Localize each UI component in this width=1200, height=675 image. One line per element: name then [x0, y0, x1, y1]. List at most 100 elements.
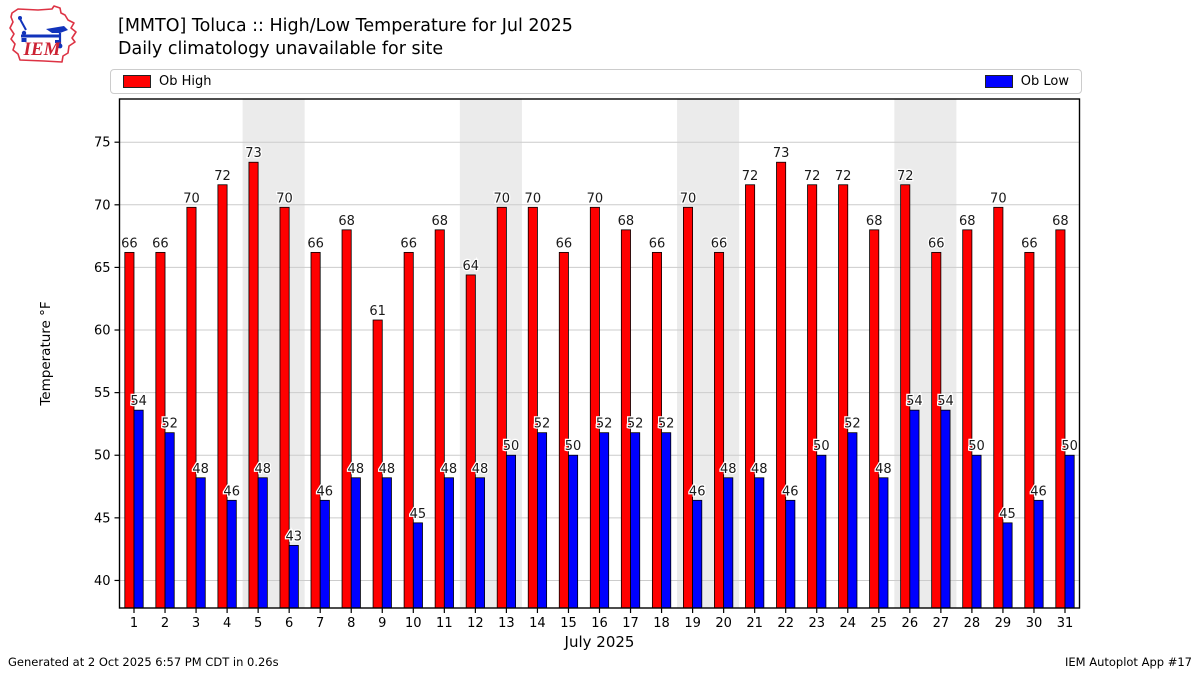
low-bar — [971, 454, 982, 609]
x-tick-label: 16 — [591, 616, 608, 631]
low-bar — [226, 499, 237, 609]
low-value-label: 48 — [348, 462, 365, 477]
high-bar — [403, 251, 414, 609]
x-tick-label: 12 — [467, 616, 484, 631]
low-bar — [1002, 522, 1013, 609]
low-bar — [133, 409, 144, 609]
low-bar — [847, 432, 858, 609]
high-value-label: 70 — [990, 191, 1007, 206]
x-tick-label: 14 — [529, 616, 546, 631]
low-value-label: 54 — [130, 394, 147, 409]
x-tick-label: 5 — [254, 616, 262, 631]
page-subtitle: Daily climatology unavailable for site — [118, 39, 444, 59]
low-value-label: 54 — [906, 394, 923, 409]
high-value-label: 66 — [1021, 236, 1038, 251]
high-bar — [1024, 251, 1035, 609]
high-value-label: 68 — [1052, 214, 1069, 229]
low-bar — [537, 432, 548, 609]
low-value-label: 43 — [285, 529, 302, 544]
high-value-label: 64 — [462, 259, 479, 274]
x-tick-label: 17 — [622, 616, 639, 631]
y-tick-label: 55 — [94, 386, 111, 401]
high-value-label: 72 — [835, 169, 852, 184]
low-value-label: 45 — [999, 507, 1016, 522]
low-bar — [319, 499, 330, 609]
low-value-label: 48 — [441, 462, 458, 477]
y-tick-label: 45 — [94, 511, 111, 526]
low-bar — [599, 432, 610, 609]
high-value-label: 66 — [711, 236, 728, 251]
low-value-label: 46 — [1030, 484, 1047, 499]
high-bar — [248, 161, 259, 609]
x-tick-label: 28 — [964, 616, 981, 631]
low-value-label: 48 — [192, 462, 209, 477]
iem-logo-text: IEM — [23, 39, 62, 60]
high-value-label: 66 — [556, 236, 573, 251]
x-tick-label: 18 — [653, 616, 670, 631]
high-bar — [993, 206, 1004, 609]
high-value-label: 72 — [897, 169, 914, 184]
x-tick-label: 30 — [1026, 616, 1043, 631]
y-tick-label: 65 — [94, 261, 111, 276]
high-bar — [186, 206, 197, 609]
high-value-label: 72 — [742, 169, 759, 184]
low-bar — [381, 477, 392, 609]
x-tick-label: 8 — [347, 616, 355, 631]
high-bar — [776, 161, 787, 609]
high-bar — [714, 251, 725, 609]
high-value-label: 68 — [618, 214, 635, 229]
page-title: [MMTO] Toluca :: High/Low Temperature fo… — [118, 16, 573, 36]
high-value-label: 73 — [245, 146, 262, 161]
low-bar — [754, 477, 765, 609]
x-tick-label: 31 — [1057, 616, 1074, 631]
x-tick-label: 1 — [130, 616, 138, 631]
low-value-label: 52 — [596, 417, 613, 432]
high-bar — [124, 251, 135, 609]
high-value-label: 66 — [649, 236, 666, 251]
x-tick-label: 3 — [192, 616, 200, 631]
high-bar — [527, 206, 538, 609]
high-bar — [341, 229, 352, 609]
high-bar — [465, 274, 476, 609]
low-bar — [443, 477, 454, 609]
low-value-label: 52 — [627, 417, 644, 432]
low-value-label: 50 — [968, 439, 985, 454]
high-value-label: 72 — [214, 169, 231, 184]
high-value-label: 68 — [338, 214, 355, 229]
low-bar — [940, 409, 951, 609]
legend: Ob High Ob Low — [110, 69, 1082, 94]
low-value-label: 54 — [937, 394, 954, 409]
low-value-label: 46 — [317, 484, 334, 499]
low-value-label: 48 — [379, 462, 396, 477]
x-tick-label: 25 — [871, 616, 888, 631]
low-bar — [630, 432, 641, 609]
high-value-label: 66 — [152, 236, 169, 251]
ob-high-label: Ob High — [159, 74, 212, 89]
y-tick-label: 60 — [94, 324, 111, 339]
high-value-label: 68 — [431, 214, 448, 229]
low-value-label: 50 — [1061, 439, 1078, 454]
high-value-label: 66 — [400, 236, 417, 251]
high-value-label: 72 — [804, 169, 821, 184]
high-value-label: 70 — [494, 191, 511, 206]
low-value-label: 52 — [161, 417, 178, 432]
low-value-label: 48 — [751, 462, 768, 477]
high-bar — [869, 229, 880, 609]
legend-item-ob-low: Ob Low — [984, 74, 1069, 89]
x-tick-label: 20 — [715, 616, 732, 631]
high-value-label: 70 — [276, 191, 293, 206]
x-tick-label: 23 — [808, 616, 825, 631]
low-bar — [785, 499, 796, 609]
low-value-label: 48 — [875, 462, 892, 477]
low-value-label: 48 — [254, 462, 271, 477]
high-bar — [931, 251, 942, 609]
high-bar — [683, 206, 694, 609]
low-value-label: 52 — [658, 417, 675, 432]
low-bar — [1064, 454, 1075, 609]
high-value-label: 70 — [525, 191, 542, 206]
low-value-label: 52 — [534, 417, 551, 432]
x-tick-label: 26 — [902, 616, 919, 631]
ob-low-label: Ob Low — [1020, 74, 1069, 89]
